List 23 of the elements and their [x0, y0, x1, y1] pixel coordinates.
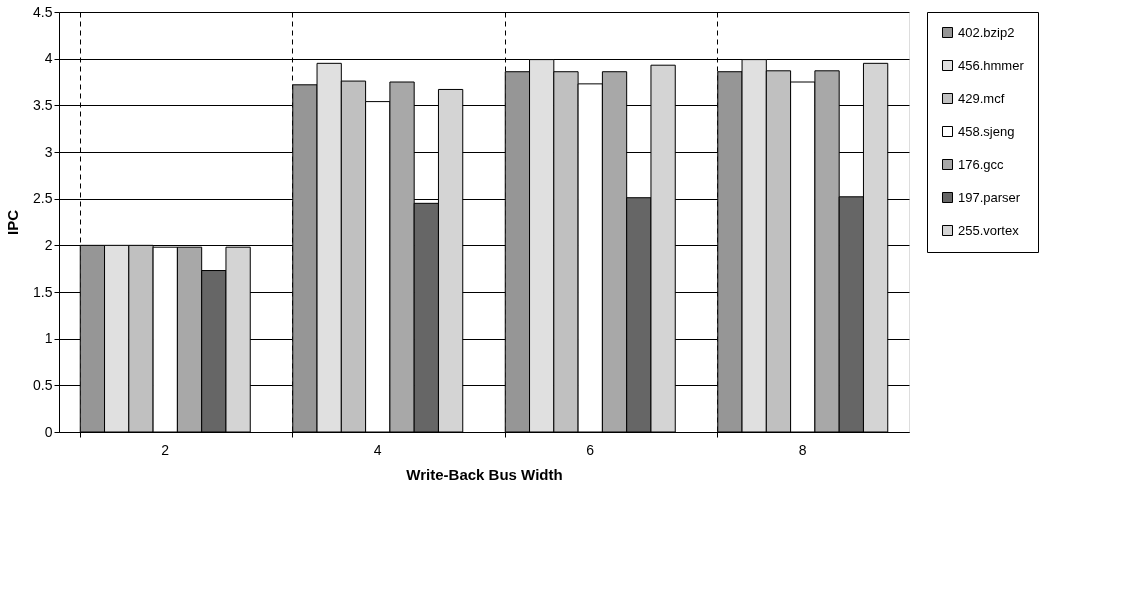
legend-label: 458.sjeng [958, 123, 1015, 139]
y-tick-label: 3.5 [33, 96, 53, 113]
y-tick-label: 1 [44, 330, 53, 347]
y-tick-label: 4 [44, 50, 53, 67]
y-tick-label: 0.5 [33, 376, 53, 393]
y-tick-label: 2 [44, 236, 53, 253]
y-tick-label: 0 [44, 423, 53, 440]
y-tick-label: 3 [44, 143, 53, 160]
x-tick-label: 2 [161, 441, 170, 458]
x-axis-title: Write-Back Bus Width [406, 465, 563, 483]
x-tick-label: 8 [798, 441, 807, 458]
legend-label: 402.bzip2 [958, 24, 1015, 40]
legend-label: 197.parser [958, 189, 1021, 205]
x-tick-label: 6 [586, 441, 595, 458]
legend-label: 456.hmmer [958, 57, 1025, 73]
x-tick-label: 4 [373, 441, 382, 458]
legend-label: 255.vortex [958, 222, 1020, 238]
legend-label: 176.gcc [958, 156, 1005, 172]
y-tick-label: 4.5 [33, 3, 53, 20]
legend-label: 429.mcf [958, 90, 1005, 106]
y-tick-label: 1.5 [33, 283, 53, 300]
y-axis-title: IPC [4, 209, 22, 236]
y-tick-label: 2.5 [33, 190, 53, 207]
